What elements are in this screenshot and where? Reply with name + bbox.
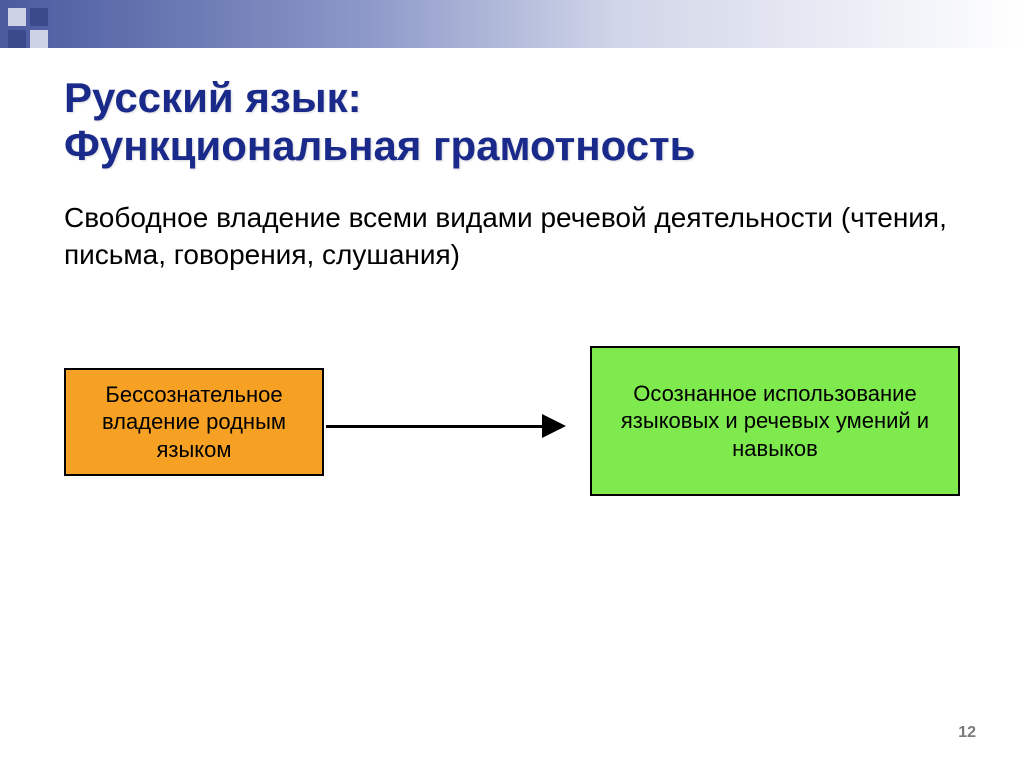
corner-square	[30, 8, 48, 26]
page-number: 12	[958, 724, 976, 742]
title-line-2: Функциональная грамотность	[64, 122, 695, 169]
flow-diagram: Бессознательное владение родным языком О…	[64, 346, 960, 526]
slide-content: Русский язык: Функциональная грамотность…	[64, 74, 960, 526]
corner-decoration	[8, 8, 48, 48]
slide-title: Русский язык: Функциональная грамотность	[64, 74, 960, 171]
diagram-arrow	[326, 416, 566, 436]
diagram-node-left-label: Бессознательное владение родным языком	[78, 381, 310, 464]
title-line-1: Русский язык:	[64, 74, 362, 121]
arrow-line	[326, 425, 544, 428]
diagram-node-left: Бессознательное владение родным языком	[64, 368, 324, 476]
diagram-node-right-label: Осознанное использование языковых и рече…	[604, 380, 946, 463]
corner-square	[8, 8, 26, 26]
corner-square	[30, 30, 48, 48]
arrow-head-icon	[542, 414, 566, 438]
slide-top-bar	[0, 0, 1024, 48]
slide-subtitle: Свободное владение всеми видами речевой …	[64, 199, 960, 275]
diagram-node-right: Осознанное использование языковых и рече…	[590, 346, 960, 496]
corner-square	[8, 30, 26, 48]
